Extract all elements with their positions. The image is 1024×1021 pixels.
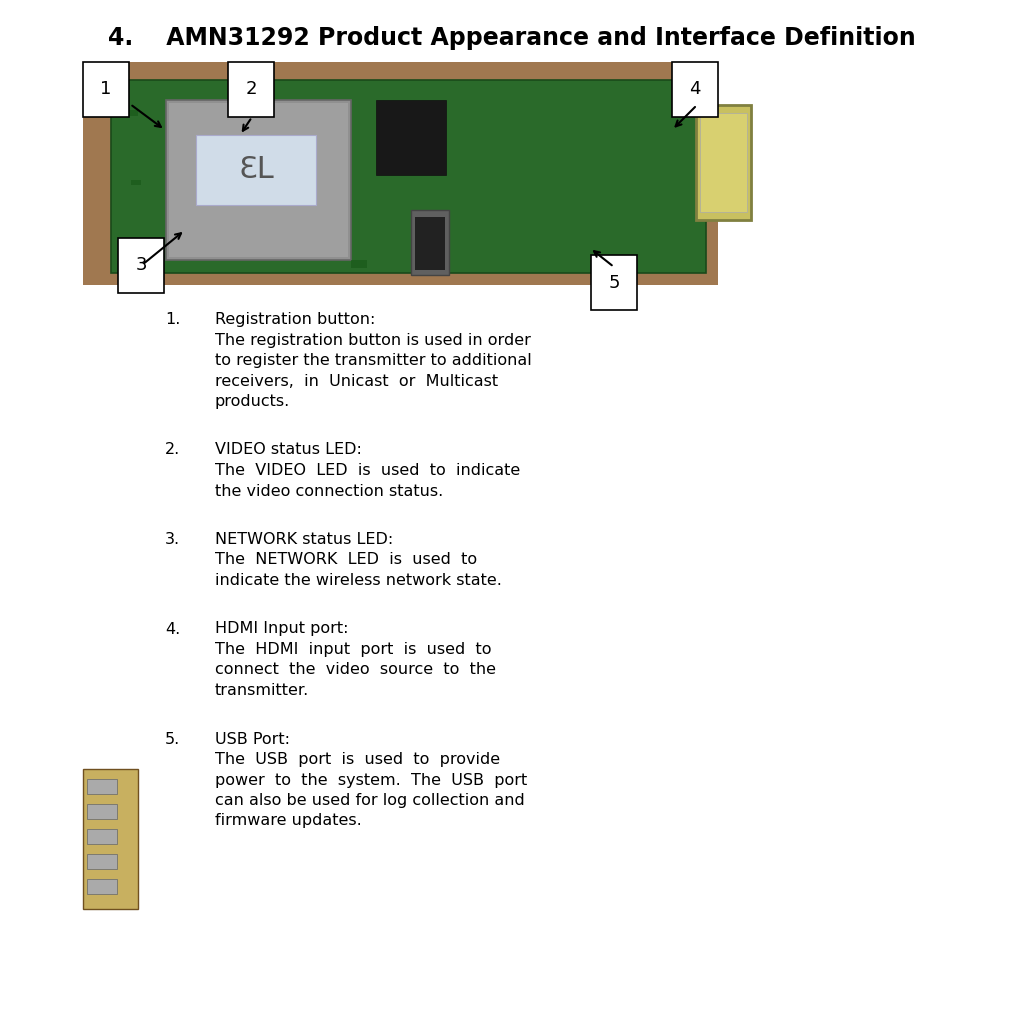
Text: can also be used for log collection and: can also be used for log collection and: [215, 793, 524, 808]
Bar: [87, 779, 117, 794]
Bar: [672, 62, 718, 117]
Bar: [415, 217, 445, 270]
Text: 3.: 3.: [165, 532, 180, 547]
Text: USB Port:: USB Port:: [215, 731, 290, 746]
Bar: [83, 62, 718, 285]
Bar: [591, 255, 637, 310]
Text: ƐL: ƐL: [239, 155, 273, 185]
Text: power  to  the  system.  The  USB  port: power to the system. The USB port: [215, 773, 527, 787]
Text: connect  the  video  source  to  the: connect the video source to the: [215, 663, 496, 678]
Text: NETWORK status LED:: NETWORK status LED:: [215, 532, 393, 547]
Text: The registration button is used in order: The registration button is used in order: [215, 333, 530, 347]
Text: Registration button:: Registration button:: [215, 312, 376, 327]
Text: 4.    AMN31292 Product Appearance and Interface Definition: 4. AMN31292 Product Appearance and Inter…: [109, 26, 915, 50]
Bar: [376, 100, 446, 175]
Text: The  VIDEO  LED  is  used  to  indicate: The VIDEO LED is used to indicate: [215, 463, 520, 478]
Text: the video connection status.: the video connection status.: [215, 484, 443, 498]
Bar: [126, 110, 138, 116]
Bar: [83, 769, 138, 909]
Text: VIDEO status LED:: VIDEO status LED:: [215, 442, 361, 457]
Bar: [87, 829, 117, 844]
Bar: [421, 110, 433, 116]
Bar: [83, 62, 129, 117]
Text: receivers,  in  Unicast  or  Multicast: receivers, in Unicast or Multicast: [215, 374, 498, 389]
Text: 2: 2: [246, 81, 257, 98]
Text: 4.: 4.: [165, 622, 180, 636]
Bar: [87, 879, 117, 894]
Bar: [228, 62, 274, 117]
Bar: [87, 854, 117, 869]
Text: 3: 3: [135, 256, 146, 275]
Bar: [166, 100, 351, 260]
Bar: [700, 113, 746, 212]
Text: firmware updates.: firmware updates.: [215, 814, 361, 828]
Text: 5.: 5.: [165, 731, 180, 746]
Bar: [351, 260, 367, 268]
Text: The  HDMI  input  port  is  used  to: The HDMI input port is used to: [215, 642, 492, 657]
Text: indicate the wireless network state.: indicate the wireless network state.: [215, 573, 502, 588]
Bar: [131, 180, 141, 185]
Text: 4: 4: [689, 81, 700, 98]
Text: HDMI Input port:: HDMI Input port:: [215, 622, 348, 636]
Bar: [169, 103, 348, 257]
Bar: [87, 804, 117, 819]
Text: The  USB  port  is  used  to  provide: The USB port is used to provide: [215, 752, 500, 767]
Text: 1: 1: [100, 81, 112, 98]
Bar: [111, 80, 706, 273]
Bar: [696, 105, 751, 220]
Text: to register the transmitter to additional: to register the transmitter to additiona…: [215, 353, 531, 368]
Text: transmitter.: transmitter.: [215, 683, 309, 698]
Bar: [411, 210, 449, 275]
Text: The  NETWORK  LED  is  used  to: The NETWORK LED is used to: [215, 552, 477, 568]
Text: 5: 5: [608, 274, 620, 292]
Text: 1.: 1.: [165, 312, 180, 327]
Text: products.: products.: [215, 394, 290, 409]
Bar: [196, 135, 316, 205]
Text: 2.: 2.: [165, 442, 180, 457]
Bar: [118, 238, 164, 293]
